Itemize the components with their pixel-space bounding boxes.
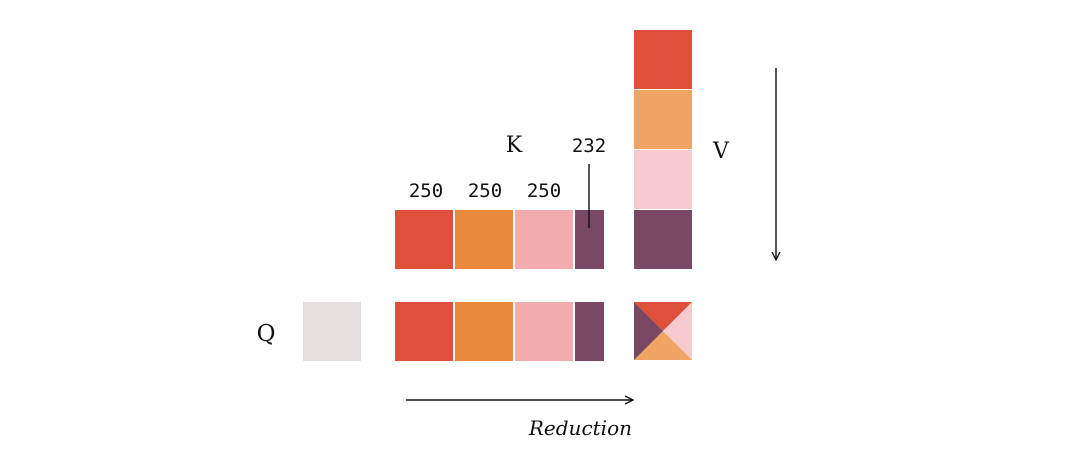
label-v: V [712, 139, 730, 164]
v-block-3 [634, 150, 692, 209]
block-size-1: 250 [409, 180, 443, 202]
v-block-1 [634, 30, 692, 89]
q-block [303, 302, 361, 361]
output-block [634, 302, 692, 360]
output-triangle-bottom [634, 331, 692, 360]
score-block-4 [575, 302, 604, 361]
score-block-3 [515, 302, 573, 361]
output-triangle-top [634, 302, 692, 331]
block-size-4: 232 [572, 135, 606, 157]
block-size-3: 250 [527, 180, 561, 202]
k-blocks [395, 210, 604, 269]
score-block-1 [395, 302, 453, 361]
label-q: Q [257, 321, 276, 347]
v-block-4 [634, 210, 692, 269]
label-k: K [506, 133, 523, 158]
k-block-1 [395, 210, 453, 269]
score-block-2 [455, 302, 513, 361]
block-size-2: 250 [468, 180, 502, 202]
v-blocks [634, 30, 692, 269]
v-block-2 [634, 90, 692, 149]
k-block-2 [455, 210, 513, 269]
k-block-3 [515, 210, 573, 269]
output-triangle-right [663, 302, 692, 360]
output-triangle-left [634, 302, 663, 360]
score-blocks [395, 302, 604, 361]
reduction-label: Reduction [528, 416, 632, 440]
